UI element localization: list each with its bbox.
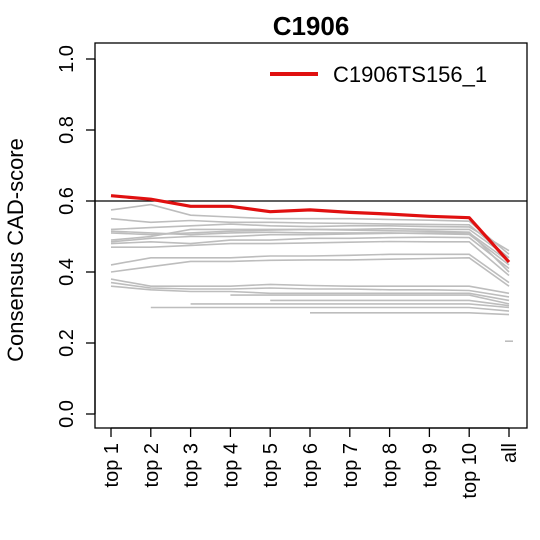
chart-title: C1906 (273, 11, 350, 41)
x-tick-label: top 6 (300, 443, 322, 487)
background-series-group (110, 203, 513, 343)
y-axis-label: Consensus CAD-score (3, 138, 28, 362)
background-series-line (310, 311, 510, 316)
x-tick-label: all (499, 443, 521, 463)
background-series-line (110, 236, 510, 270)
background-series-line (110, 278, 510, 295)
x-tick-label: top 8 (380, 443, 402, 487)
background-series-line (230, 294, 510, 305)
x-tick-label: top 1 (101, 443, 123, 487)
background-series-line (150, 306, 510, 312)
background-series-line (110, 217, 510, 259)
highlight-series-line (110, 194, 511, 264)
background-series-line (110, 203, 510, 255)
x-tick-label: top 10 (459, 443, 481, 499)
x-tick-label: top 4 (220, 443, 242, 487)
background-series-line (190, 303, 510, 309)
x-tick-label: top 3 (181, 443, 203, 487)
x-tick-label: top 2 (141, 443, 163, 487)
background-series-line (111, 240, 510, 277)
background-series-line (270, 299, 510, 307)
background-series-line (110, 256, 510, 287)
background-series-line (110, 281, 510, 298)
y-tick-label: 1.0 (56, 45, 78, 73)
background-series-line (110, 228, 510, 273)
y-tick-label: 0.4 (56, 258, 78, 286)
background-series-line (110, 223, 510, 252)
background-series-line (110, 253, 510, 284)
y-tick-label: 0.0 (56, 400, 78, 428)
legend: C1906TS156_1 (270, 62, 487, 87)
y-axis: 0.0 0.2 0.4 0.6 0.8 1.0 (56, 45, 96, 428)
y-tick-label: 0.2 (56, 329, 78, 357)
y-tick-label: 0.6 (56, 187, 78, 215)
x-tick-label: top 7 (340, 443, 362, 487)
x-tick-label: top 9 (419, 443, 441, 487)
legend-label-highlight: C1906TS156_1 (333, 62, 487, 87)
background-series-line (110, 232, 510, 263)
y-tick-label: 0.8 (56, 116, 78, 144)
x-tick-label: top 5 (260, 443, 282, 487)
background-series-line (110, 285, 510, 302)
x-axis: top 1 top 2 top 3 top 4 top 5 top 6 top 7 top 8… (101, 427, 521, 499)
background-series-line (110, 227, 510, 259)
